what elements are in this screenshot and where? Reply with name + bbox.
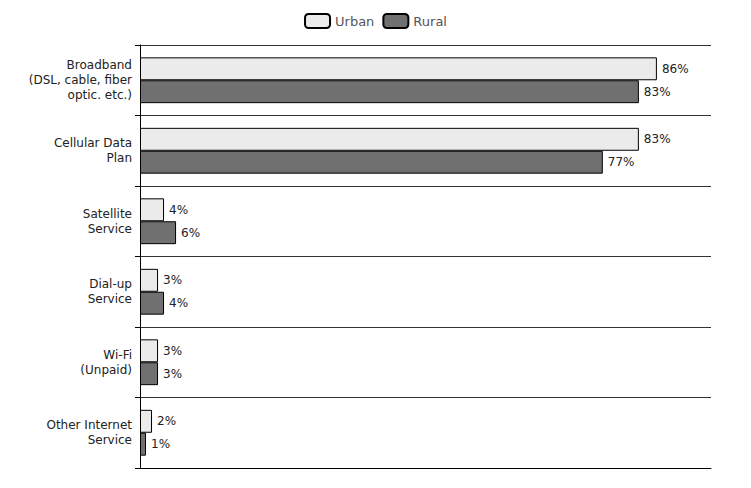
- svg-text:83%: 83%: [644, 85, 671, 99]
- svg-text:Other Internet: Other Internet: [46, 418, 132, 432]
- svg-text:Urban: Urban: [335, 14, 374, 29]
- svg-text:(DSL, cable, fiber: (DSL, cable, fiber: [29, 73, 132, 87]
- svg-text:Service: Service: [88, 433, 132, 447]
- svg-text:3%: 3%: [163, 367, 182, 381]
- svg-text:1%: 1%: [151, 437, 170, 451]
- svg-text:3%: 3%: [163, 273, 182, 287]
- svg-text:6%: 6%: [181, 226, 200, 240]
- svg-text:(Unpaid): (Unpaid): [80, 363, 132, 377]
- svg-text:Plan: Plan: [106, 151, 132, 165]
- svg-text:3%: 3%: [163, 344, 182, 358]
- svg-text:Wi-Fi: Wi-Fi: [103, 348, 132, 362]
- svg-text:4%: 4%: [169, 203, 188, 217]
- svg-text:86%: 86%: [662, 62, 689, 76]
- svg-text:Broadband: Broadband: [67, 58, 132, 72]
- svg-text:2%: 2%: [157, 414, 176, 428]
- svg-text:Cellular Data: Cellular Data: [54, 136, 132, 150]
- svg-text:optic. etc.): optic. etc.): [68, 88, 132, 102]
- svg-text:Rural: Rural: [413, 14, 447, 29]
- svg-text:Service: Service: [88, 222, 132, 236]
- svg-text:77%: 77%: [608, 155, 635, 169]
- svg-text:Dial-up: Dial-up: [89, 277, 132, 291]
- svg-text:Service: Service: [88, 292, 132, 306]
- svg-text:Satellite: Satellite: [83, 207, 132, 221]
- svg-text:83%: 83%: [644, 132, 671, 146]
- svg-text:4%: 4%: [169, 296, 188, 310]
